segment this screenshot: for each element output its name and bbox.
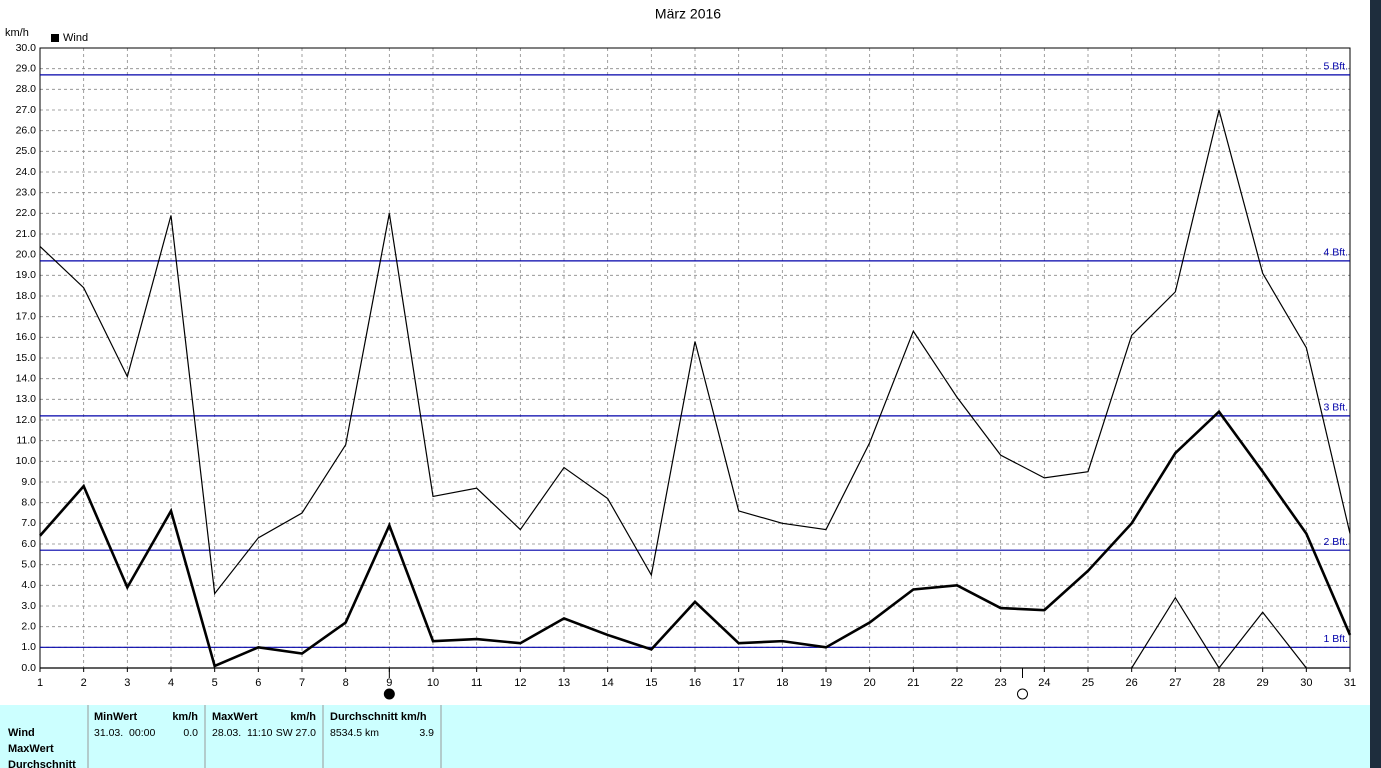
x-tick-label: 5 xyxy=(212,677,218,689)
x-tick-label: 28 xyxy=(1213,677,1225,689)
reference-label: 1 Bft. xyxy=(1323,633,1348,645)
y-tick-label: 13.0 xyxy=(16,393,37,405)
table-header: km/h xyxy=(290,711,316,723)
x-tick-label: 19 xyxy=(820,677,832,689)
x-tick-label: 12 xyxy=(514,677,526,689)
x-tick-label: 31 xyxy=(1344,677,1356,689)
reference-label: 4 Bft. xyxy=(1323,247,1348,259)
y-tick-label: 4.0 xyxy=(21,579,36,591)
x-tick-label: 16 xyxy=(689,677,701,689)
series-line xyxy=(40,596,1350,670)
y-tick-label: 11.0 xyxy=(16,434,36,446)
table-cell: 31.03. 00:00 xyxy=(94,727,155,739)
x-tick-label: 26 xyxy=(1126,677,1138,689)
x-tick-label: 7 xyxy=(299,677,305,689)
x-tick-label: 11 xyxy=(471,677,482,689)
moon-phase xyxy=(383,688,395,700)
y-tick-label: 16.0 xyxy=(16,331,37,343)
reference-label: 2 Bft. xyxy=(1323,536,1348,548)
x-tick-label: 15 xyxy=(645,677,657,689)
x-tick-label: 1 xyxy=(37,677,43,689)
row-label: Wind xyxy=(8,727,35,739)
x-tick-label: 27 xyxy=(1169,677,1181,689)
x-tick-label: 3 xyxy=(124,677,130,689)
y-tick-label: 3.0 xyxy=(21,600,36,612)
y-tick-label: 5.0 xyxy=(21,558,36,570)
series-line xyxy=(39,409,1352,668)
series-line xyxy=(39,109,1351,596)
y-tick-label: 14.0 xyxy=(16,372,37,384)
table-cell: 8534.5 km xyxy=(330,727,379,739)
x-tick-label: 13 xyxy=(558,677,570,689)
y-tick-label: 21.0 xyxy=(16,228,37,240)
y-tick-label: 28.0 xyxy=(16,83,37,95)
table-cell: 28.03. 11:10 xyxy=(212,727,273,739)
y-tick-label: 2.0 xyxy=(21,620,36,632)
y-tick-label: 25.0 xyxy=(16,145,37,157)
x-tick-label: 2 xyxy=(81,677,87,689)
table-header: MinWert xyxy=(94,711,138,723)
x-tick-label: 4 xyxy=(168,677,174,689)
table-cell: 3.9 xyxy=(419,727,434,739)
y-tick-label: 26.0 xyxy=(16,124,37,136)
y-axis-label: km/h xyxy=(5,27,29,39)
chart-title: März 2016 xyxy=(655,6,721,22)
legend-swatch xyxy=(51,34,59,42)
y-tick-label: 20.0 xyxy=(16,248,37,260)
y-tick-label: 12.0 xyxy=(16,414,37,426)
y-tick-label: 27.0 xyxy=(16,104,37,116)
y-tick-label: 7.0 xyxy=(21,517,36,529)
y-tick-label: 9.0 xyxy=(21,476,36,488)
x-tick-label: 6 xyxy=(255,677,261,689)
x-tick-label: 24 xyxy=(1038,677,1050,689)
legend-label: Wind xyxy=(63,32,88,44)
x-tick-label: 8 xyxy=(343,677,349,689)
y-tick-label: 17.0 xyxy=(16,310,37,322)
y-tick-label: 0.0 xyxy=(21,662,36,674)
y-tick-label: 24.0 xyxy=(16,166,37,178)
y-tick-label: 1.0 xyxy=(21,641,36,653)
row-label: Durchschnitt xyxy=(8,759,76,768)
x-tick-label: 18 xyxy=(776,677,788,689)
x-tick-label: 14 xyxy=(602,677,614,689)
table-header: km/h xyxy=(172,711,198,723)
y-tick-label: 22.0 xyxy=(16,207,37,219)
x-tick-label: 29 xyxy=(1257,677,1269,689)
y-tick-label: 6.0 xyxy=(21,538,36,550)
x-tick-label: 25 xyxy=(1082,677,1094,689)
window-edge xyxy=(1370,0,1381,768)
row-label: MaxWert xyxy=(8,743,54,755)
table-header: Durchschnitt km/h xyxy=(330,711,427,723)
y-tick-label: 18.0 xyxy=(16,290,37,302)
x-tick-label: 22 xyxy=(951,677,963,689)
y-tick-label: 15.0 xyxy=(16,352,37,364)
x-tick-label: 9 xyxy=(386,677,392,689)
x-tick-label: 20 xyxy=(864,677,876,689)
y-tick-label: 30.0 xyxy=(16,42,37,54)
y-tick-label: 10.0 xyxy=(16,455,37,467)
y-tick-label: 29.0 xyxy=(16,62,37,74)
x-tick-label: 30 xyxy=(1300,677,1312,689)
table-cell: 0.0 xyxy=(183,727,198,739)
y-tick-label: 19.0 xyxy=(16,269,37,281)
moon-phase xyxy=(1017,688,1028,700)
y-tick-label: 23.0 xyxy=(16,186,37,198)
stats-panel xyxy=(0,705,1370,768)
table-header: MaxWert xyxy=(212,711,258,723)
table-cell: SW 27.0 xyxy=(276,727,316,739)
x-tick-label: 23 xyxy=(995,677,1007,689)
reference-label: 3 Bft. xyxy=(1323,402,1348,414)
x-tick-label: 21 xyxy=(907,677,919,689)
reference-label: 5 Bft. xyxy=(1323,61,1348,73)
x-tick-label: 10 xyxy=(427,677,439,689)
y-tick-label: 8.0 xyxy=(21,496,36,508)
x-tick-label: 17 xyxy=(733,677,745,689)
